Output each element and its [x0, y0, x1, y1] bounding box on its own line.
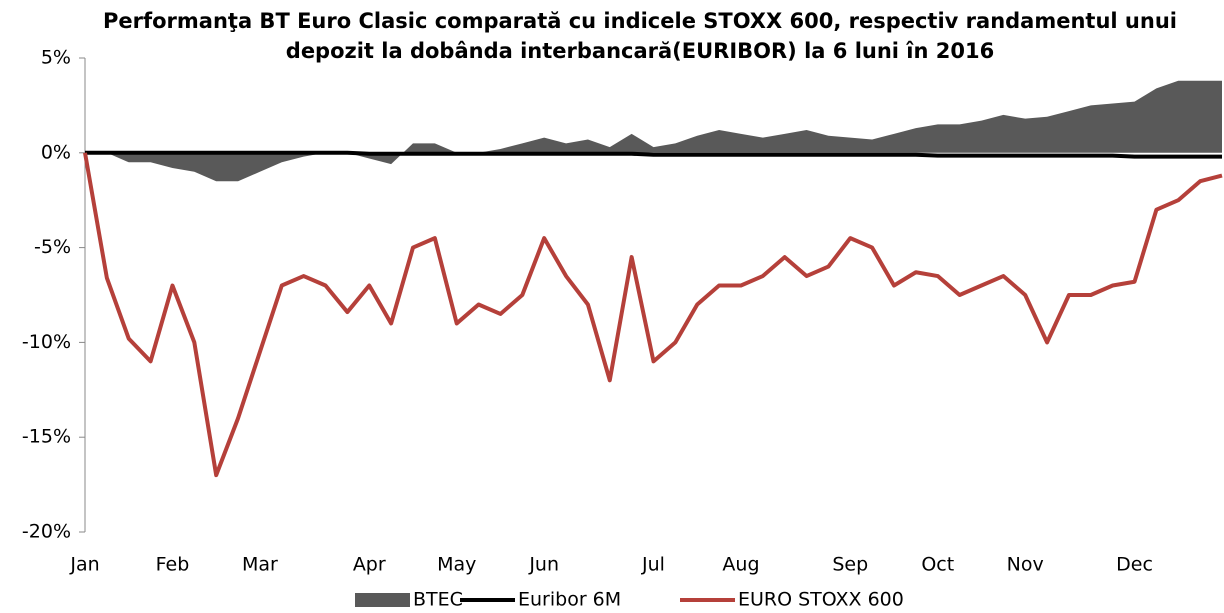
chart-title: Performanţa BT Euro Clasic comparată cu …: [103, 9, 1177, 63]
x-tick-label: Dec: [1116, 554, 1153, 576]
y-tick-label: -10%: [22, 331, 71, 353]
x-tick-label: Aug: [722, 554, 759, 576]
x-tick-label: Jan: [69, 554, 99, 576]
line: [85, 150, 1222, 159]
legend-label: EURO STOXX 600: [738, 589, 904, 611]
x-tick-label: Apr: [353, 554, 386, 576]
y-tick-label: -5%: [34, 236, 71, 258]
x-tick-label: Mar: [242, 554, 278, 576]
area: [85, 80, 1222, 182]
x-tick-label: Nov: [1007, 554, 1044, 576]
legend-label: Euribor 6M: [518, 589, 621, 611]
x-tick-label: Feb: [156, 554, 190, 576]
x-tick-label: May: [437, 554, 476, 576]
y-tick-label: -15%: [22, 426, 71, 448]
x-tick-label: Jul: [641, 554, 665, 576]
x-tick-label: Oct: [921, 554, 954, 576]
legend-label: BTEC: [413, 589, 463, 611]
y-tick-label: -20%: [22, 521, 71, 543]
legend-swatch: [355, 593, 410, 607]
x-tick-label: Sep: [832, 554, 868, 576]
y-tick-label: 0%: [41, 141, 71, 163]
x-tick-label: Jun: [528, 554, 559, 576]
line: [83, 152, 1223, 478]
y-tick-label: 5%: [41, 47, 71, 69]
